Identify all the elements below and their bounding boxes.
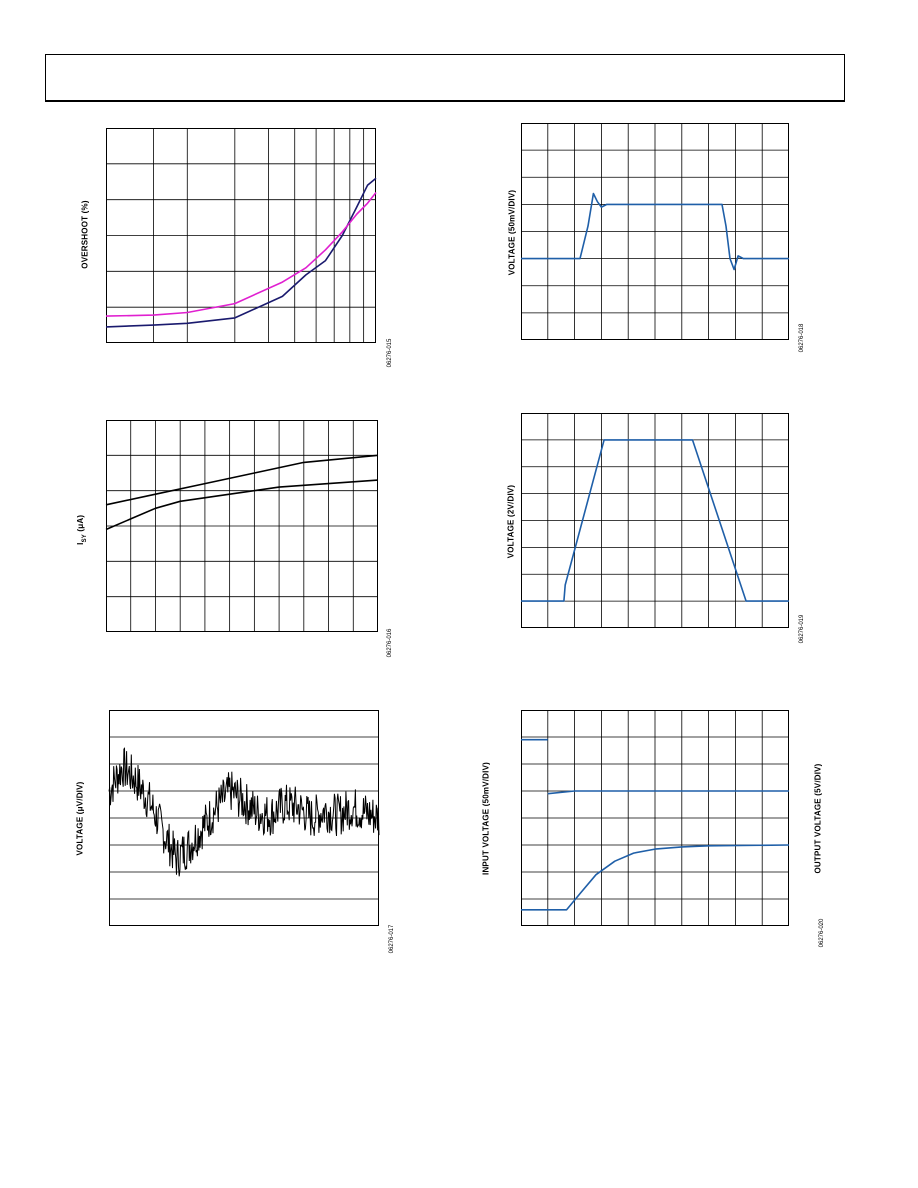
overshoot-fig-code: 06276-015 [387,338,393,368]
supply-current-fig-code: 06276-016 [387,628,393,658]
step-response-ylabel-right: OUTPUT VOLTAGE (5V/DIV) [813,763,823,874]
overshoot-chart [105,128,377,343]
noise-ylabel: VOLTAGE (μV/DIV) [75,781,85,856]
supply-current-series-1 [105,454,379,506]
large-signal-series-1 [521,439,789,602]
overshoot-series-2 [105,192,377,317]
supply-current-series-2 [105,479,379,531]
page-header-box [45,54,845,102]
noise-fig-code: 06276-017 [389,924,395,954]
overshoot-ylabel: OVERSHOOT (%) [80,200,90,269]
supply-current-chart [105,420,379,632]
overshoot-series-1 [105,177,377,328]
large-signal-ylabel: VOLTAGE (2V/DIV) [506,484,516,559]
noise-chart [108,710,380,926]
step-response-series-3 [521,844,790,911]
step-response-fig-code: 06276-020 [819,918,825,948]
small-signal-series-1 [521,192,789,271]
small-signal-ylabel: VOLTAGE (50mV/DIV) [507,189,517,276]
large-signal-chart [521,413,789,628]
noise-series-line [108,747,380,877]
step-response-series-2 [547,790,789,795]
small-signal-fig-code: 06276-018 [799,323,805,353]
isy-tail: (μA) [76,514,86,534]
step-response-ylabel-left: INPUT VOLTAGE (50mV/DIV) [481,762,491,875]
supply-current-ylabel: ISY (μA) [76,510,88,550]
isy-sub: SY [81,534,88,543]
step-response-chart [521,710,790,926]
large-signal-fig-code: 06276-019 [799,614,805,644]
small-signal-chart [521,123,789,340]
